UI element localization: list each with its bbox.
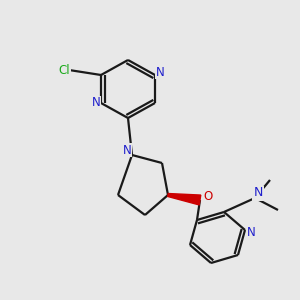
Text: Cl: Cl bbox=[58, 64, 70, 76]
Text: O: O bbox=[203, 190, 213, 203]
Text: N: N bbox=[123, 143, 131, 157]
Text: N: N bbox=[156, 65, 164, 79]
Text: N: N bbox=[253, 187, 263, 200]
Text: N: N bbox=[92, 97, 100, 110]
Text: N: N bbox=[247, 226, 255, 239]
Polygon shape bbox=[168, 194, 201, 205]
